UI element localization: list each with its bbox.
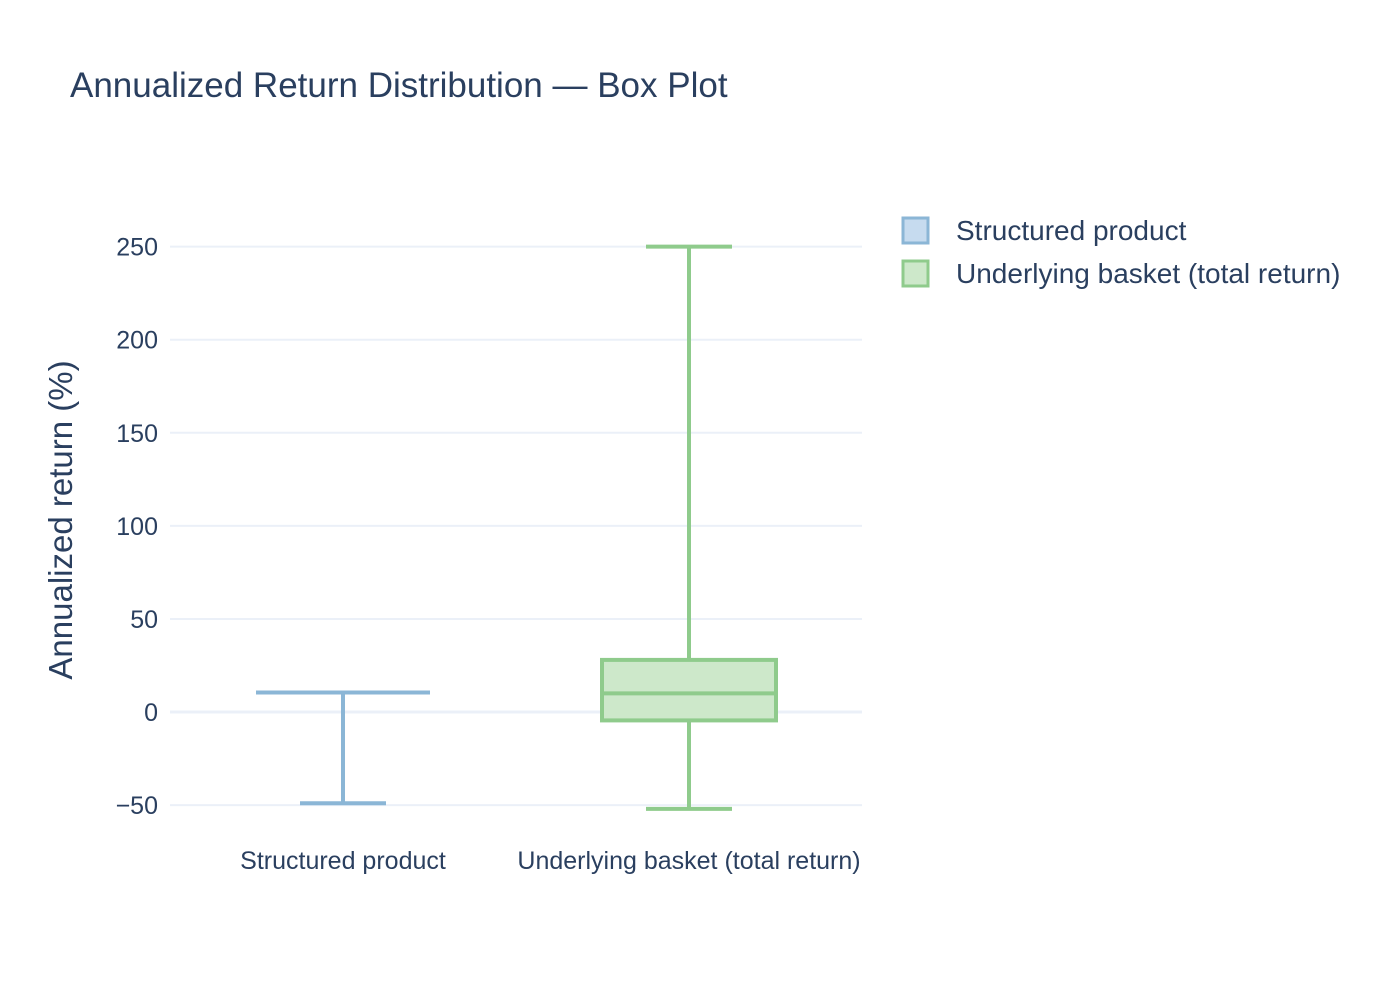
legend-swatch bbox=[901, 216, 930, 245]
legend-item[interactable]: Structured product bbox=[901, 215, 1187, 246]
boxes bbox=[256, 244, 778, 811]
y-tick-label: 100 bbox=[116, 513, 158, 541]
y-tick-label: 150 bbox=[116, 420, 158, 448]
x-tick-label: Structured product bbox=[240, 847, 446, 875]
box-structured-product bbox=[256, 690, 430, 806]
y-tick-label: 250 bbox=[116, 234, 158, 262]
chart-title: Annualized Return Distribution — Box Plo… bbox=[70, 66, 728, 105]
legend: Structured product Underlying basket (tot… bbox=[901, 215, 1340, 289]
y-tick-labels: −50 0 50 100 150 200 250 bbox=[116, 234, 158, 820]
iqr-box bbox=[600, 657, 778, 723]
y-axis-title: Annualized return (%) bbox=[42, 360, 79, 679]
y-tick-label: 50 bbox=[130, 606, 158, 634]
box-underlying-basket bbox=[600, 244, 778, 811]
legend-label: Structured product bbox=[956, 215, 1187, 246]
gridlines bbox=[170, 245, 862, 807]
y-tick-label: 200 bbox=[116, 327, 158, 355]
x-tick-labels: Structured product Underlying basket (tot… bbox=[240, 847, 860, 875]
y-tick-label: −50 bbox=[116, 792, 158, 820]
legend-item[interactable]: Underlying basket (total return) bbox=[901, 258, 1340, 289]
legend-label: Underlying basket (total return) bbox=[956, 258, 1340, 289]
x-tick-label: Underlying basket (total return) bbox=[517, 847, 860, 875]
legend-swatch bbox=[901, 259, 930, 288]
y-tick-label: 0 bbox=[144, 699, 158, 727]
